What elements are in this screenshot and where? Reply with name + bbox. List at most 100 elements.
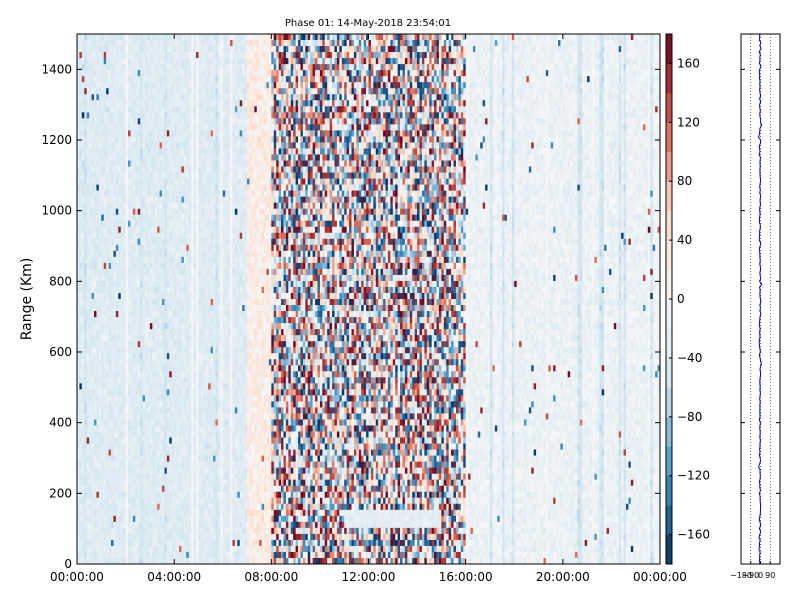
heatmap-cell [111, 413, 114, 420]
heatmap-cell [128, 485, 131, 493]
heatmap-cell [171, 280, 175, 288]
heatmap-cell [174, 455, 177, 463]
heatmap-cell [79, 557, 83, 565]
heatmap-cell [145, 323, 148, 330]
heatmap-cell [210, 485, 214, 493]
heatmap-cell [79, 413, 83, 420]
heatmap-cell [147, 479, 151, 487]
heatmap-cell [137, 353, 141, 360]
heatmap-cell [118, 232, 122, 240]
heatmap-cell [98, 449, 102, 456]
heatmap-cell [113, 305, 117, 312]
heatmap-cell [198, 124, 202, 131]
heatmap-cell [159, 299, 163, 306]
heatmap-cell [147, 262, 151, 270]
heatmap-cell [135, 551, 139, 559]
heatmap-cell [213, 166, 216, 173]
heatmap-cell [103, 371, 107, 378]
heatmap-cell [200, 437, 204, 444]
heatmap-cell [171, 467, 175, 475]
heatmap-cell [118, 449, 122, 456]
heatmap-cell [96, 112, 100, 119]
heatmap-cell [94, 154, 97, 161]
heatmap-cell [86, 515, 90, 523]
heatmap-cell [96, 100, 100, 107]
heatmap-cell [81, 130, 85, 137]
heatmap-cell [152, 299, 156, 306]
heatmap-cell [203, 353, 207, 360]
heatmap-cell [159, 256, 163, 264]
heatmap-cell [89, 437, 92, 444]
heatmap-cell [140, 148, 143, 155]
heatmap-cell [154, 545, 158, 553]
heatmap-cell [113, 455, 117, 463]
heatmap-cell [113, 106, 117, 113]
heatmap-cell [176, 317, 180, 324]
heatmap-cell [213, 196, 216, 204]
heatmap-cell [77, 154, 80, 161]
heatmap-cell [166, 232, 170, 240]
heatmap-cell [152, 148, 156, 155]
heatmap-cell [191, 208, 194, 216]
heatmap-cell [188, 100, 192, 107]
heatmap-cell [183, 82, 187, 89]
heatmap-cell [191, 256, 194, 264]
heatmap-cell [89, 521, 92, 529]
heatmap-cell [79, 299, 83, 306]
heatmap-cell [159, 220, 163, 228]
heatmap-cell [142, 154, 146, 161]
heatmap-cell [77, 413, 80, 420]
heatmap-cell [191, 377, 194, 384]
heatmap-cell [115, 40, 119, 47]
heatmap-cell [162, 521, 165, 529]
heatmap-cell [96, 545, 100, 553]
heatmap-cell [154, 268, 158, 276]
heatmap-cell [94, 467, 97, 475]
heatmap-cell [181, 34, 185, 41]
heatmap-cell [181, 70, 185, 77]
heatmap-cell [213, 112, 216, 119]
heatmap-cell [86, 335, 90, 342]
heatmap-cell [81, 365, 85, 372]
heatmap-cell [176, 551, 180, 559]
heatmap-cell [176, 190, 180, 198]
heatmap-cell [132, 154, 136, 161]
heatmap-cell [145, 280, 148, 288]
heatmap-cell [108, 118, 112, 125]
heatmap-cell [108, 160, 112, 167]
heatmap-cell [108, 479, 112, 487]
heatmap-cell [181, 130, 185, 137]
heatmap-cell [123, 76, 126, 83]
heatmap-cell [176, 226, 180, 234]
heatmap-cell [130, 184, 134, 191]
heatmap-cell [77, 202, 80, 210]
heatmap-cell [186, 509, 190, 517]
heatmap-cell [149, 305, 153, 312]
heatmap-cell [135, 118, 139, 125]
heatmap-cell [103, 497, 107, 505]
heatmap-cell [106, 431, 109, 438]
heatmap-cell [205, 94, 209, 101]
heatmap-cell [174, 160, 177, 167]
heatmap-cell [179, 419, 182, 426]
heatmap-cell [84, 323, 88, 330]
heatmap-cell [205, 124, 209, 131]
heatmap-cell [183, 64, 187, 71]
heatmap-cell [89, 371, 92, 378]
heatmap-cell [111, 323, 114, 330]
heatmap-cell [81, 214, 85, 222]
heatmap-cell [103, 208, 107, 216]
heatmap-cell [135, 46, 139, 53]
heatmap-cell [171, 479, 175, 487]
heatmap-cell [174, 226, 177, 234]
heatmap-cell [154, 250, 158, 258]
heatmap-cell [140, 274, 143, 282]
heatmap-cell [203, 130, 207, 137]
heatmap-cell [208, 262, 212, 270]
heatmap-cell [191, 329, 194, 336]
heatmap-cell [176, 178, 180, 185]
heatmap-cell [164, 317, 168, 324]
heatmap-cell [140, 299, 143, 306]
heatmap-cell [145, 425, 148, 432]
heatmap-cell [103, 58, 107, 65]
